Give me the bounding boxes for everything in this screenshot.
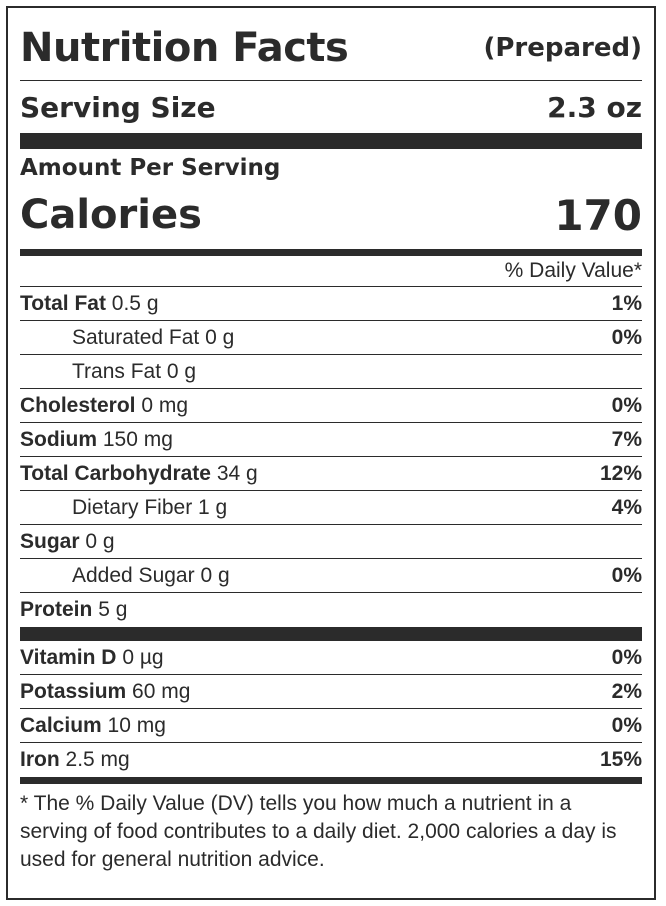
nutrient-amount: 0 g	[85, 529, 115, 553]
nutrient-amount: 0.5 g	[111, 291, 159, 315]
nutrient-amount: 0 mg	[141, 393, 189, 417]
nutrient-row-added-sugar: Added Sugar 0 g 0%	[20, 559, 642, 593]
nutrient-name: Saturated Fat	[72, 325, 200, 349]
vitamin-name: Potassium	[20, 679, 127, 703]
label-title: Nutrition Facts	[20, 25, 349, 71]
thick-divider	[20, 133, 642, 149]
nutrient-dv: 12%	[599, 461, 642, 485]
daily-value-footnote: * The % Daily Value (DV) tells you how m…	[20, 792, 617, 871]
serving-size-value: 2.3 oz	[547, 90, 642, 124]
nutrient-name: Dietary Fiber	[72, 495, 193, 519]
nutrient-dv: 0%	[611, 393, 642, 417]
footer-divider	[20, 777, 642, 784]
nutrient-amount: 0 g	[166, 359, 197, 383]
nutrient-row-trans-fat: Trans Fat 0 g	[20, 355, 642, 389]
vitamin-name: Calcium	[20, 713, 102, 737]
medium-divider	[20, 249, 642, 256]
vitamin-dv: 2%	[611, 679, 642, 703]
vitamin-row-calcium: Calcium 10 mg 0%	[20, 709, 642, 743]
daily-value-header: % Daily Value*	[20, 256, 642, 287]
vitamin-name: Iron	[20, 748, 60, 771]
nutrient-name: Added Sugar	[72, 563, 195, 587]
nutrient-row-total-carbohydrate: Total Carbohydrate 34 g 12%	[20, 457, 642, 491]
nutrient-row-total-fat: Total Fat 0.5 g 1%	[20, 287, 642, 321]
nutrient-dv: 0%	[611, 325, 642, 349]
nutrient-row-cholesterol: Cholesterol 0 mg 0%	[20, 389, 642, 423]
vitamin-dv: 0%	[611, 645, 642, 669]
serving-size-row: Serving Size 2.3 oz	[20, 81, 642, 133]
vitamin-dv: 15%	[599, 748, 642, 771]
serving-size-label: Serving Size	[20, 90, 216, 124]
nutrient-row-sodium: Sodium 150 mg 7%	[20, 423, 642, 457]
nutrient-row-sugar: Sugar 0 g	[20, 525, 642, 559]
vitamin-amount: 10 mg	[107, 713, 166, 737]
nutrient-row-dietary-fiber: Dietary Fiber 1 g 4%	[20, 491, 642, 525]
nutrient-dv: 4%	[611, 495, 642, 519]
nutrient-row-protein: Protein 5 g	[20, 593, 642, 627]
vitamin-name: Vitamin D	[20, 645, 117, 669]
nutrient-amount: 150 mg	[102, 427, 173, 451]
calories-label: Calories	[20, 192, 202, 238]
vitamin-row-potassium: Potassium 60 mg 2%	[20, 675, 642, 709]
nutrient-dv: 7%	[611, 427, 642, 451]
vitamin-row-vitamin-d: Vitamin D 0 µg 0%	[20, 641, 642, 675]
calories-row: Calories 170	[20, 185, 642, 245]
nutrient-name: Trans Fat	[72, 359, 162, 383]
vitamin-amount: 0 µg	[122, 645, 164, 669]
vitamin-amount: 60 mg	[132, 679, 191, 703]
vitamin-amount: 2.5 mg	[65, 748, 130, 771]
nutrient-amount: 0 g	[205, 325, 235, 349]
thick-divider-vitamins	[20, 627, 642, 641]
prepared-note: (Prepared)	[483, 33, 642, 63]
vitamin-dv: 0%	[611, 713, 642, 737]
title-row: Nutrition Facts (Prepared)	[20, 16, 642, 81]
vitamin-row-iron: Iron 2.5 mg 15%	[20, 743, 642, 777]
nutrient-name: Total Carbohydrate	[20, 461, 211, 485]
nutrient-amount: 5 g	[98, 598, 128, 621]
nutrient-name: Protein	[20, 598, 93, 621]
nutrient-amount: 0 g	[200, 563, 230, 587]
nutrient-amount: 1 g	[198, 495, 228, 519]
nutrition-label: Nutrition Facts (Prepared) Serving Size …	[6, 6, 656, 900]
nutrient-amount: 34 g	[216, 461, 258, 485]
nutrient-name: Sugar	[20, 529, 80, 553]
nutrient-dv: 0%	[611, 563, 642, 587]
nutrient-name: Total Fat	[20, 291, 106, 315]
nutrient-name: Sodium	[20, 427, 97, 451]
nutrient-name: Cholesterol	[20, 393, 136, 417]
calories-value: 170	[554, 190, 642, 240]
nutrient-dv: 1%	[611, 291, 642, 315]
nutrient-row-saturated-fat: Saturated Fat 0 g 0%	[20, 321, 642, 355]
amount-per-serving: Amount Per Serving	[20, 155, 281, 181]
